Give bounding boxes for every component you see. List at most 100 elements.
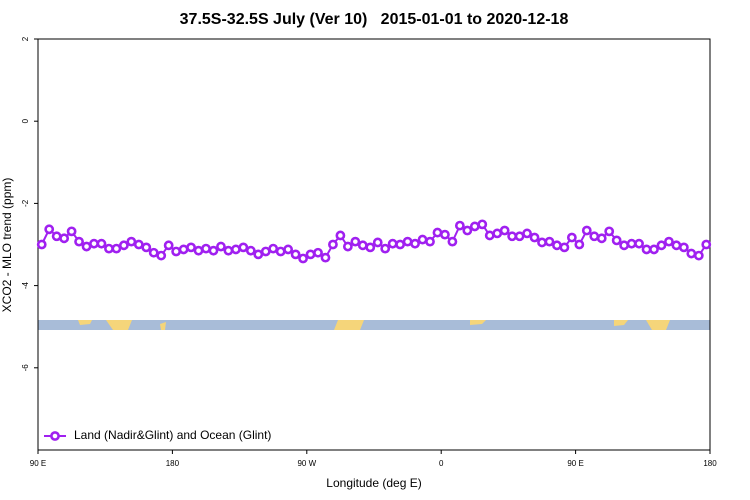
data-point bbox=[178, 244, 189, 255]
data-point bbox=[357, 240, 368, 251]
data-point bbox=[402, 236, 413, 247]
land-patch bbox=[160, 322, 166, 330]
data-point bbox=[193, 245, 204, 256]
data-point bbox=[641, 244, 652, 255]
data-point bbox=[589, 231, 600, 242]
data-point bbox=[499, 225, 510, 236]
data-point bbox=[320, 252, 331, 263]
land-ocean-strip bbox=[38, 320, 710, 330]
land-patch bbox=[78, 320, 92, 325]
data-point bbox=[462, 225, 473, 236]
y-tick-label: -2 bbox=[21, 199, 30, 207]
data-point bbox=[230, 244, 241, 255]
data-point bbox=[96, 238, 107, 249]
data-point bbox=[432, 227, 443, 238]
data-point bbox=[216, 241, 226, 252]
data-point bbox=[596, 233, 607, 244]
land-patch bbox=[334, 320, 364, 330]
data-point bbox=[678, 242, 689, 253]
data-point bbox=[305, 249, 316, 260]
data-point bbox=[118, 240, 129, 251]
data-point bbox=[141, 242, 152, 253]
legend-label: Land (Nadir&Glint) and Ocean (Glint) bbox=[74, 428, 271, 442]
x-tick-label: 90 E bbox=[30, 459, 46, 468]
x-axis-label: Longitude (deg E) bbox=[326, 476, 421, 490]
data-point bbox=[417, 234, 428, 245]
data-point bbox=[566, 232, 577, 243]
data-point bbox=[238, 242, 249, 253]
data-point bbox=[469, 221, 480, 232]
data-point bbox=[81, 241, 92, 252]
data-point bbox=[656, 240, 667, 251]
data-point bbox=[626, 238, 637, 249]
y-tick-label: -4 bbox=[21, 281, 30, 289]
data-point bbox=[126, 236, 137, 247]
data-point bbox=[581, 225, 592, 236]
data-point bbox=[693, 250, 704, 261]
data-point bbox=[425, 236, 435, 247]
data-point bbox=[514, 231, 525, 242]
x-tick-label: 90 W bbox=[297, 459, 316, 468]
data-point bbox=[372, 237, 383, 248]
data-point bbox=[395, 239, 406, 250]
data-point bbox=[574, 239, 585, 250]
data-point bbox=[89, 238, 99, 249]
data-point bbox=[544, 236, 555, 247]
data-point bbox=[283, 244, 294, 255]
land-patch bbox=[646, 320, 670, 330]
data-point bbox=[492, 228, 503, 239]
y-tick-label: -6 bbox=[21, 364, 30, 372]
chart-title: 37.5S-32.5S July (Ver 10) 2015-01-01 to … bbox=[180, 11, 569, 28]
y-tick-label: 0 bbox=[21, 118, 30, 123]
data-point bbox=[268, 243, 279, 254]
data-point bbox=[104, 243, 114, 254]
data-point bbox=[686, 248, 697, 259]
x-tick-label: 0 bbox=[439, 459, 444, 468]
x-tick-label: 90 E bbox=[567, 459, 583, 468]
data-point bbox=[664, 236, 674, 247]
data-point bbox=[335, 230, 346, 241]
data-point bbox=[447, 236, 458, 247]
data-point bbox=[298, 253, 308, 264]
land-patch bbox=[470, 320, 486, 325]
ocean-band bbox=[38, 320, 710, 330]
data-point bbox=[156, 250, 167, 261]
legend: Land (Nadir&Glint) and Ocean (Glint) bbox=[44, 428, 271, 442]
data-point bbox=[529, 232, 540, 243]
land-patch bbox=[614, 320, 628, 326]
data-point bbox=[186, 242, 196, 253]
data-point bbox=[410, 238, 420, 249]
data-point bbox=[290, 249, 301, 260]
data-point bbox=[328, 239, 338, 250]
data-point bbox=[484, 230, 495, 241]
data-point bbox=[387, 238, 398, 249]
data-point bbox=[163, 240, 174, 251]
data-point bbox=[701, 239, 712, 250]
data-point bbox=[59, 233, 70, 244]
data-point bbox=[66, 226, 77, 237]
data-point bbox=[552, 240, 562, 251]
data-point bbox=[148, 247, 159, 258]
data-point bbox=[201, 243, 211, 254]
data-point bbox=[350, 236, 361, 247]
data-point bbox=[208, 245, 219, 256]
data-point bbox=[522, 228, 532, 239]
data-point bbox=[559, 242, 570, 253]
x-tick-label: 180 bbox=[703, 459, 717, 468]
data-point bbox=[649, 244, 659, 255]
data-point bbox=[440, 229, 450, 240]
data-point bbox=[313, 247, 323, 258]
data-point bbox=[245, 245, 256, 256]
data-point bbox=[380, 243, 391, 254]
data-point bbox=[477, 219, 488, 230]
legend-marker bbox=[50, 431, 60, 441]
data-point bbox=[342, 241, 353, 252]
data-point bbox=[51, 231, 62, 242]
data-point bbox=[365, 242, 376, 253]
y-axis-label: XCO2 - MLO trend (ppm) bbox=[0, 178, 14, 313]
data-point bbox=[133, 239, 144, 250]
data-point bbox=[619, 240, 630, 251]
data-point bbox=[44, 224, 55, 235]
data-point bbox=[111, 243, 122, 254]
